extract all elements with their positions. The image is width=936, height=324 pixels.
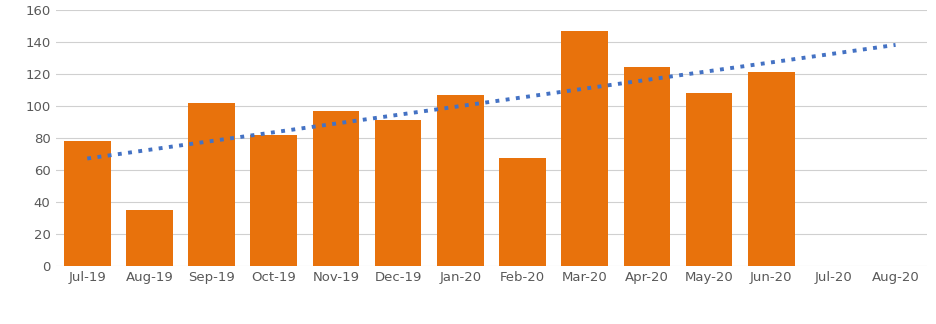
Bar — [437, 95, 484, 266]
Bar — [562, 30, 608, 266]
Bar — [686, 93, 732, 266]
Bar — [251, 134, 297, 266]
Bar — [623, 67, 670, 266]
Bar — [374, 120, 421, 266]
Bar — [126, 210, 173, 266]
Bar — [64, 141, 110, 266]
Bar — [313, 110, 359, 266]
Bar — [499, 158, 546, 266]
Bar — [748, 72, 795, 266]
Bar — [188, 102, 235, 266]
